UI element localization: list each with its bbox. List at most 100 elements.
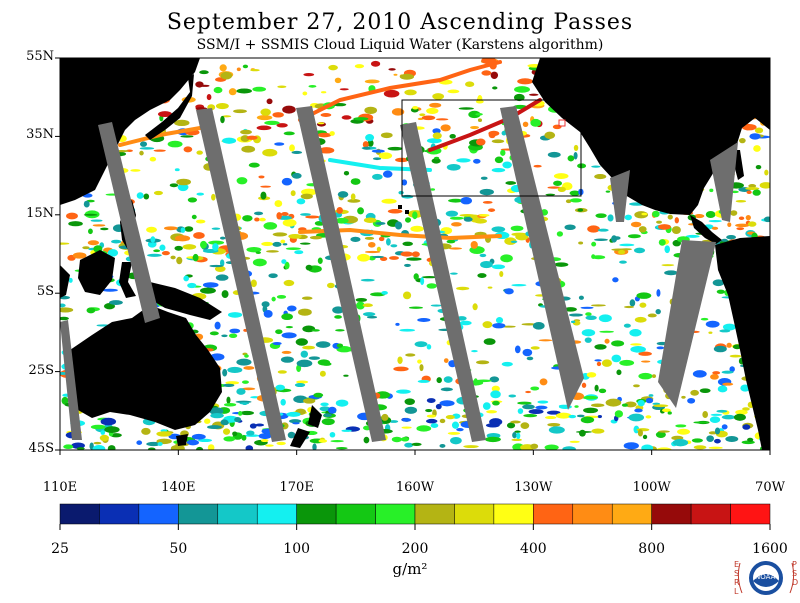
cloud-blob <box>596 361 602 367</box>
cloud-blob <box>501 361 513 367</box>
cloud-blob <box>102 288 118 292</box>
cloud-blob <box>362 312 376 317</box>
cloud-blob <box>445 210 459 217</box>
cloud-blob <box>287 431 296 439</box>
cloud-blob <box>294 250 304 255</box>
cloud-blob <box>153 190 163 196</box>
cloud-blob <box>554 262 569 267</box>
cloud-blob <box>401 194 414 199</box>
cloud-blob <box>146 226 157 233</box>
cloud-blob <box>419 364 424 372</box>
cloud-blob <box>285 247 301 251</box>
cloud-blob <box>516 432 521 440</box>
cloud-blob <box>449 272 458 275</box>
cloud-blob <box>393 73 398 76</box>
cloud-blob <box>208 240 225 245</box>
cloud-blob <box>249 423 257 429</box>
cloud-blob <box>500 149 506 156</box>
cloud-blob <box>528 409 544 415</box>
cloud-blob <box>597 414 603 419</box>
cloud-blob <box>511 438 522 442</box>
cloud-blob <box>260 191 267 200</box>
cloud-blob <box>364 236 375 240</box>
cloud-blob <box>491 139 505 144</box>
cloud-blob <box>195 219 206 224</box>
cloud-blob <box>526 356 534 361</box>
colorbar-swatch <box>375 503 416 525</box>
cloud-blob <box>395 389 411 394</box>
cloud-blob <box>312 443 317 450</box>
cloud-blob <box>292 422 300 425</box>
cloud-blob <box>426 414 437 418</box>
cloud-blob <box>685 234 700 238</box>
cloud-blob <box>248 162 260 168</box>
colorbar-swatch <box>730 503 771 525</box>
cloud-blob <box>320 91 327 94</box>
cloud-blob <box>431 158 441 164</box>
cloud-blob <box>489 376 500 383</box>
cloud-blob <box>517 408 524 414</box>
cloud-blob <box>60 316 69 321</box>
cloud-blob <box>456 286 470 291</box>
colorbar-tick-label: 25 <box>51 541 69 557</box>
cloud-blob <box>236 358 252 366</box>
cloud-blob <box>595 213 607 219</box>
cloud-blob <box>520 422 530 430</box>
cloud-blob <box>577 163 587 169</box>
cloud-blob <box>401 179 408 186</box>
colorbar-swatch <box>99 503 140 525</box>
cloud-blob <box>547 186 561 189</box>
satellite-gaps <box>60 106 738 442</box>
cloud-blob <box>156 431 172 437</box>
cloud-blob <box>209 331 219 336</box>
cloud-blob <box>528 93 539 96</box>
cloud-blob <box>242 215 253 222</box>
cloud-blob <box>153 149 166 152</box>
cloud-blob <box>386 238 391 246</box>
cloud-blob <box>410 225 424 232</box>
cloud-blob <box>502 161 512 169</box>
cloud-blob <box>350 178 361 185</box>
cloud-blob <box>169 183 179 188</box>
cloud-blob <box>505 181 517 185</box>
cloud-blob <box>479 253 487 258</box>
cloud-blob <box>228 88 237 96</box>
cloud-blob <box>661 408 671 413</box>
colorbar-swatch <box>59 503 100 525</box>
cloud-blob <box>242 64 249 69</box>
cloud-blob <box>256 125 272 131</box>
cloud-blob <box>616 369 622 376</box>
cloud-blob <box>184 226 194 232</box>
cloud-blob <box>258 175 265 179</box>
cloud-blob <box>302 91 308 96</box>
noaa-logo-icon <box>737 561 795 595</box>
cloud-blob <box>350 236 361 242</box>
cloud-blob <box>281 332 297 339</box>
cloud-blob <box>258 433 272 439</box>
cloud-blob <box>299 242 311 245</box>
cloud-blob <box>364 79 380 84</box>
colorbar-swatch <box>690 503 731 525</box>
cloud-blob <box>511 283 527 287</box>
cloud-blob <box>552 124 562 130</box>
cloud-blob <box>459 214 476 217</box>
cloud-blob <box>341 429 352 432</box>
cloud-blob <box>708 219 722 223</box>
cloud-blob <box>204 418 211 424</box>
cloud-blob <box>206 425 222 430</box>
cloud-blob <box>621 403 628 407</box>
cloud-blob <box>436 377 442 384</box>
cloud-blob <box>136 440 143 445</box>
cloud-blob <box>240 129 252 135</box>
cloud-blob <box>336 343 344 348</box>
cloud-blob <box>404 217 412 223</box>
cloud-blob <box>607 214 614 222</box>
cloud-blob <box>664 245 671 254</box>
cloud-blob <box>259 217 266 222</box>
cloud-blob <box>738 216 745 220</box>
cloud-blob <box>470 125 480 130</box>
cloud-blob <box>473 378 478 386</box>
cloud-blob <box>246 430 255 436</box>
cloud-blob <box>281 259 287 264</box>
cloud-blob <box>211 227 221 230</box>
